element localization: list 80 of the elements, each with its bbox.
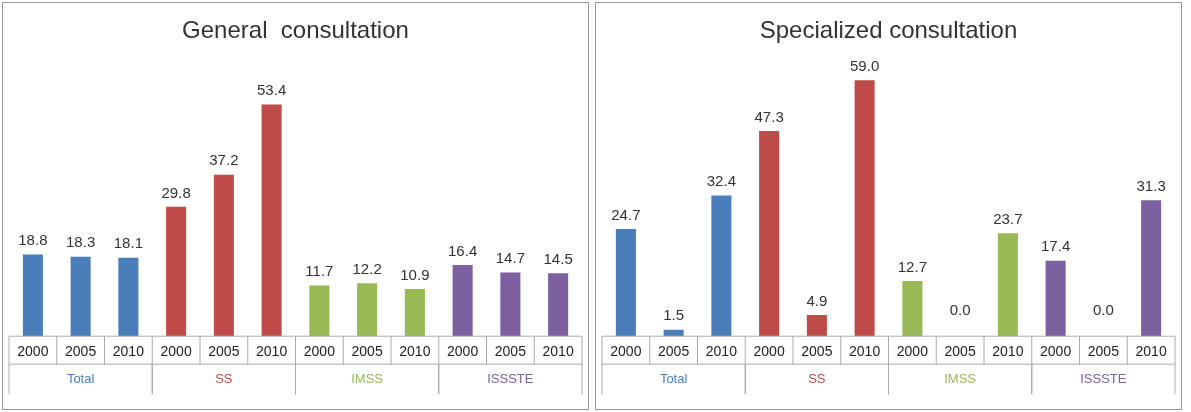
- x-tick-label: 2005: [494, 343, 527, 360]
- data-label: 17.4: [1041, 237, 1071, 255]
- data-label: 14.5: [543, 249, 573, 267]
- text: Total: [66, 370, 95, 386]
- text: Total: [659, 370, 688, 386]
- bar: [1045, 260, 1066, 337]
- data-label: 18.1: [113, 234, 143, 252]
- bar: [854, 80, 875, 337]
- data-label: 53.4: [257, 81, 287, 99]
- x-tick-label: 2005: [658, 343, 690, 360]
- chart-title: Specialized consultation: [759, 16, 1018, 44]
- bar: [806, 314, 827, 337]
- x-tick-label: 2005: [208, 343, 240, 360]
- x-tick-label: 2010: [705, 343, 738, 360]
- x-tick-label: 2000: [1040, 343, 1072, 360]
- x-tick-label: 2000: [610, 343, 642, 360]
- bar: [1141, 200, 1162, 337]
- bar: [166, 206, 187, 337]
- x-tick-label: 2000: [896, 343, 929, 360]
- x-tick-label: 2010: [399, 343, 431, 360]
- bar: [663, 329, 684, 337]
- bar: [261, 104, 282, 337]
- data-label: 1.5: [663, 306, 685, 324]
- data-label: 11.7: [305, 262, 334, 280]
- x-tick-label: 2010: [542, 343, 574, 360]
- x-tick-label: 2010: [256, 343, 288, 360]
- bar: [22, 254, 43, 337]
- data-label: 29.8: [161, 183, 191, 201]
- data-label: 59.0: [850, 56, 880, 74]
- bar: [213, 174, 234, 337]
- x-tick-label: 2010: [992, 343, 1024, 360]
- x-tick-label: 2000: [447, 343, 479, 360]
- bar: [404, 288, 425, 337]
- bar: [759, 130, 780, 337]
- x-tick-label: 2000: [17, 343, 49, 360]
- data-label: 10.9: [400, 265, 430, 283]
- x-tick-label: 2005: [1087, 343, 1120, 360]
- x-tick-label: 2000: [160, 343, 192, 360]
- bar: [309, 285, 330, 337]
- bar: [711, 195, 732, 337]
- bar: [997, 233, 1018, 337]
- data-label: 23.7: [993, 209, 1023, 227]
- bar: [500, 272, 521, 337]
- x-tick-label: 2000: [753, 343, 785, 360]
- x-tick-label: 2005: [65, 343, 97, 360]
- x-tick-label: 2010: [112, 343, 145, 360]
- x-tick-label: 2005: [944, 343, 976, 360]
- bar: [70, 256, 91, 337]
- x-tick-label: 2005: [351, 343, 383, 360]
- bar: [118, 257, 139, 337]
- data-label: 47.3: [754, 107, 784, 125]
- chart-title: General consultation: [182, 16, 409, 44]
- x-tick-label: 2010: [1135, 343, 1167, 360]
- data-label: 0.0: [949, 300, 971, 318]
- data-label: 14.7: [495, 249, 525, 267]
- x-tick-label: 2005: [801, 343, 833, 360]
- data-label: 0.0: [1092, 300, 1114, 318]
- data-label: 4.9: [806, 291, 828, 309]
- data-label: 24.7: [611, 205, 641, 223]
- data-label: 12.2: [352, 259, 382, 277]
- bar: [615, 229, 636, 337]
- data-label: 31.3: [1136, 177, 1166, 194]
- text: ISSSTE: [487, 370, 534, 386]
- data-label: 32.4: [706, 172, 736, 190]
- x-tick-label: 2010: [849, 343, 881, 360]
- data-label: 12.7: [897, 257, 927, 275]
- text: IMSS: [944, 370, 977, 386]
- data-label: 18.3: [66, 233, 96, 251]
- bar: [357, 283, 378, 337]
- text: SS: [215, 370, 233, 386]
- text: ISSSTE: [1080, 370, 1127, 386]
- bar: [452, 265, 473, 337]
- data-label: 37.2: [209, 151, 239, 169]
- bar: [548, 273, 569, 337]
- data-label: 16.4: [448, 241, 478, 259]
- data-label: 18.8: [18, 231, 48, 249]
- text: SS: [808, 370, 826, 386]
- bar: [902, 281, 923, 337]
- text: IMSS: [351, 370, 384, 386]
- x-tick-label: 2000: [303, 343, 336, 360]
